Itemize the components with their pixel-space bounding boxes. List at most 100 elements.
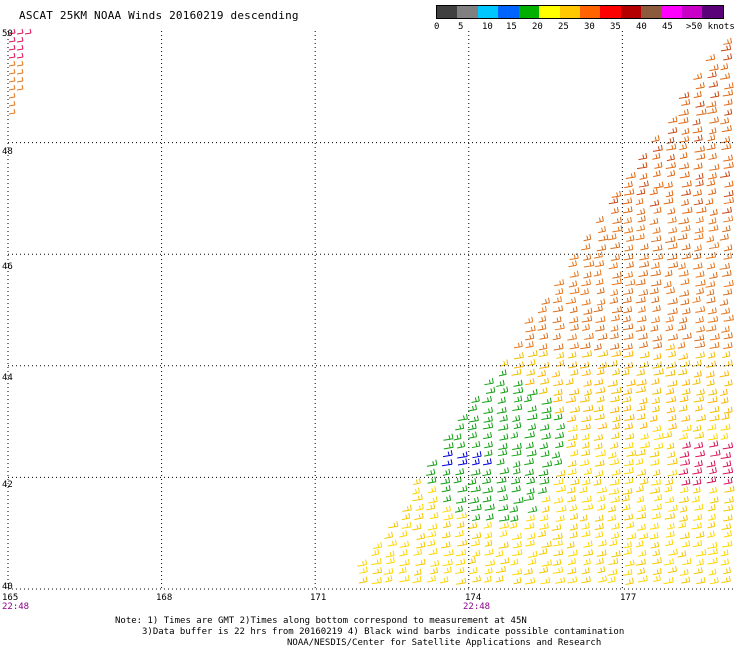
wind-barb [705,251,717,259]
wind-barb [570,478,580,486]
wind-barb [636,495,645,503]
wind-barb [652,557,662,565]
wind-barb [722,467,734,475]
wind-barb [456,549,467,557]
wind-barb [667,379,678,387]
wind-barb [580,288,589,296]
wind-barb [635,197,644,206]
wind-barb [678,262,686,270]
wind-barb [666,154,675,162]
wind-barb [513,577,522,585]
wind-barb [539,361,550,369]
wind-barb [358,576,368,584]
wind-barb [539,514,549,522]
legend-label-15: 15 [506,22,517,32]
wind-barb [678,108,689,116]
wind-barb [498,541,509,549]
wind-barb [665,530,675,538]
wind-barb [524,468,534,476]
wind-barb [567,468,577,476]
wind-barb [527,423,537,431]
lat-label-46: 46 [2,262,13,272]
wind-barb [652,304,661,313]
wind-barb [653,352,662,360]
wind-barb [694,341,706,349]
wind-barb [693,72,703,80]
wind-barb [708,433,719,441]
wind-barb [442,468,451,476]
wind-barb [723,98,733,106]
wind-barb [706,179,716,187]
wind-barb [455,496,467,504]
wind-barb [664,485,673,493]
wind-barb [724,379,733,387]
wind-barb [695,279,706,287]
wind-barb [652,424,662,432]
wind-barb [538,547,548,556]
wind-barb [527,405,537,413]
wind-barb [624,513,634,521]
wind-barb [652,468,661,477]
wind-barb [610,324,619,332]
wind-barb [597,494,606,502]
wind-barb [707,172,717,180]
wind-barb [635,324,646,332]
wind-barb [663,197,674,205]
wind-barb [705,280,716,288]
wind-barb [496,379,505,387]
wind-barb [553,496,564,504]
wind-barb [707,396,718,404]
wind-barb [471,532,482,540]
wind-barb [415,503,424,511]
wind-barb [623,216,633,224]
wind-barb [525,539,535,547]
wind-barb [678,432,688,440]
wind-barb [708,80,719,88]
wind-barb [622,323,634,331]
wind-barb [667,458,678,466]
wind-barb [413,568,422,576]
wind-barb [607,576,616,584]
wind-barb [607,233,617,241]
wind-barb [679,568,689,576]
wind-barb [581,530,591,538]
wind-barb [663,431,673,439]
wind-barb [581,567,590,575]
wind-barb [691,522,702,530]
wind-barb [719,388,728,396]
note-line-1: Note: 1) Times are GMT 2)Times along bot… [115,616,527,626]
wind-barb [682,206,693,214]
wind-barb [625,559,635,567]
wind-barb [569,287,580,295]
wind-barb [679,289,690,297]
wind-barb [720,432,729,440]
wind-barb [455,505,463,513]
wind-barb [635,278,646,286]
wind-barb [472,458,480,466]
wind-barb [649,199,660,207]
wind-barb [707,106,717,115]
wind-barb [540,450,550,458]
wind-barb [706,296,716,304]
wind-barb [622,568,633,576]
wind-barb [553,413,563,421]
wind-barb [612,216,622,224]
wind-barb [555,287,564,295]
wind-barb [539,332,549,340]
lat-label-40: 40 [2,582,13,592]
wind-barb [638,288,649,297]
wind-barb [635,540,644,548]
wind-barb [722,215,734,223]
wind-barb [567,333,577,341]
wind-barb [691,359,702,367]
wind-barb [426,459,438,467]
time-label-left: 22:48 [2,602,29,612]
wind-barb [482,422,494,430]
wind-barb [720,44,732,52]
wind-barb [679,143,688,151]
wind-barb [692,467,703,475]
wind-barb [541,406,552,414]
wind-barb [583,549,594,557]
wind-barb [399,575,410,583]
wind-barb [650,261,660,270]
